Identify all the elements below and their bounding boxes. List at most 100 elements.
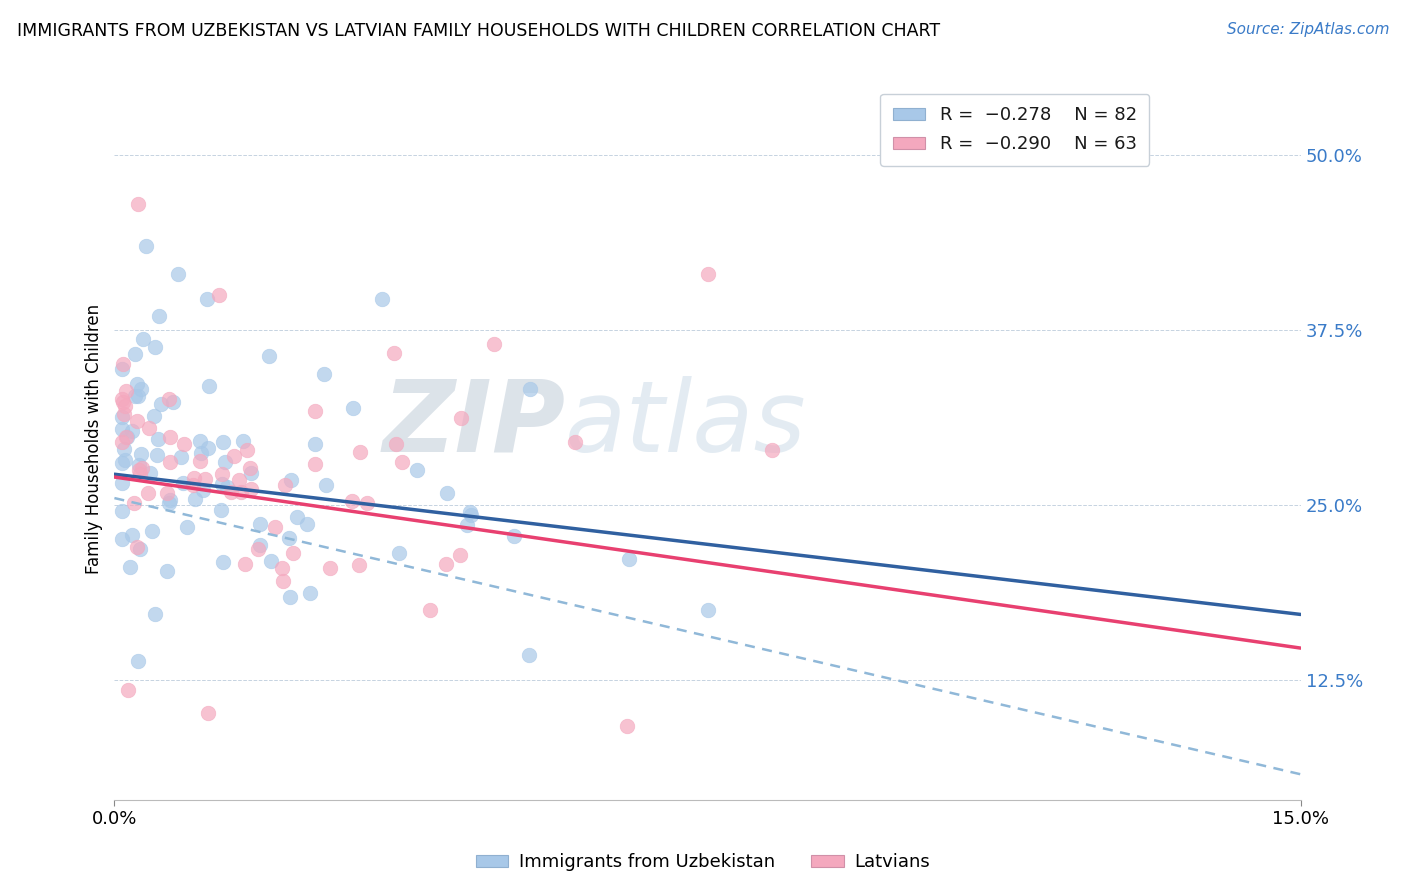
Point [141, 524, 163, 538]
Point [181, 477, 204, 491]
Point [173, 436, 195, 450]
Point [143, 607, 166, 622]
Point [191, 483, 214, 497]
Point [142, 409, 165, 423]
Point [434, 557, 457, 571]
Point [519, 382, 541, 396]
Point [211, 555, 233, 569]
Point [385, 436, 408, 450]
Point [299, 586, 322, 600]
Point [129, 467, 152, 481]
Point [340, 494, 363, 508]
Point [450, 411, 472, 425]
Point [211, 467, 233, 482]
Point [278, 591, 301, 605]
Point [347, 558, 370, 572]
Point [111, 456, 134, 470]
Point [166, 267, 188, 281]
Point [304, 403, 326, 417]
Point [270, 561, 292, 575]
Point [617, 551, 640, 566]
Point [194, 472, 217, 486]
Point [138, 421, 160, 435]
Point [285, 510, 308, 524]
Point [273, 477, 295, 491]
Point [114, 384, 136, 398]
Point [121, 527, 143, 541]
Point [212, 434, 235, 449]
Point [124, 496, 146, 510]
Point [127, 654, 149, 668]
Point [188, 454, 211, 468]
Point [211, 477, 233, 491]
Point [129, 447, 152, 461]
Point [356, 496, 378, 510]
Point [195, 292, 218, 306]
Point [117, 683, 139, 698]
Point [111, 410, 134, 425]
Point [150, 397, 173, 411]
Point [458, 505, 481, 519]
Point [111, 362, 134, 376]
Y-axis label: Family Households with Children: Family Households with Children [86, 303, 103, 574]
Point [312, 367, 335, 381]
Point [114, 399, 136, 413]
Point [139, 466, 162, 480]
Point [114, 430, 136, 444]
Point [273, 574, 295, 588]
Point [249, 538, 271, 552]
Point [127, 389, 149, 403]
Point [172, 475, 194, 490]
Point [456, 518, 478, 533]
Point [162, 395, 184, 409]
Point [159, 455, 181, 469]
Point [280, 473, 302, 487]
Point [111, 392, 134, 407]
Point [183, 471, 205, 485]
Point [259, 554, 281, 568]
Point [281, 546, 304, 560]
Point [112, 442, 135, 457]
Point [449, 548, 471, 562]
Point [197, 706, 219, 720]
Legend: R =  −0.278    N = 82, R =  −0.290    N = 63: R = −0.278 N = 82, R = −0.290 N = 63 [880, 94, 1149, 166]
Point [391, 455, 413, 469]
Point [135, 238, 157, 252]
Point [219, 484, 242, 499]
Point [112, 357, 135, 371]
Point [249, 516, 271, 531]
Point [111, 532, 134, 546]
Point [157, 392, 180, 407]
Point [131, 461, 153, 475]
Point [222, 449, 245, 463]
Point [315, 478, 337, 492]
Point [121, 424, 143, 438]
Point [240, 466, 263, 480]
Point [264, 520, 287, 534]
Point [239, 460, 262, 475]
Point [118, 560, 141, 574]
Point [111, 476, 134, 491]
Point [517, 648, 540, 663]
Point [125, 377, 148, 392]
Point [696, 603, 718, 617]
Point [198, 379, 221, 393]
Point [259, 349, 281, 363]
Point [124, 389, 146, 403]
Text: IMMIGRANTS FROM UZBEKISTAN VS LATVIAN FAMILY HOUSEHOLDS WITH CHILDREN CORRELATIO: IMMIGRANTS FROM UZBEKISTAN VS LATVIAN FA… [17, 22, 941, 40]
Text: ZIP: ZIP [382, 376, 565, 473]
Point [460, 508, 482, 522]
Point [111, 434, 134, 449]
Point [128, 463, 150, 477]
Point [295, 516, 318, 531]
Point [188, 434, 211, 449]
Point [564, 435, 586, 450]
Point [304, 457, 326, 471]
Point [214, 455, 236, 469]
Point [127, 196, 149, 211]
Point [208, 287, 231, 301]
Point [114, 453, 136, 467]
Point [370, 292, 392, 306]
Point [278, 531, 301, 545]
Point [232, 434, 254, 448]
